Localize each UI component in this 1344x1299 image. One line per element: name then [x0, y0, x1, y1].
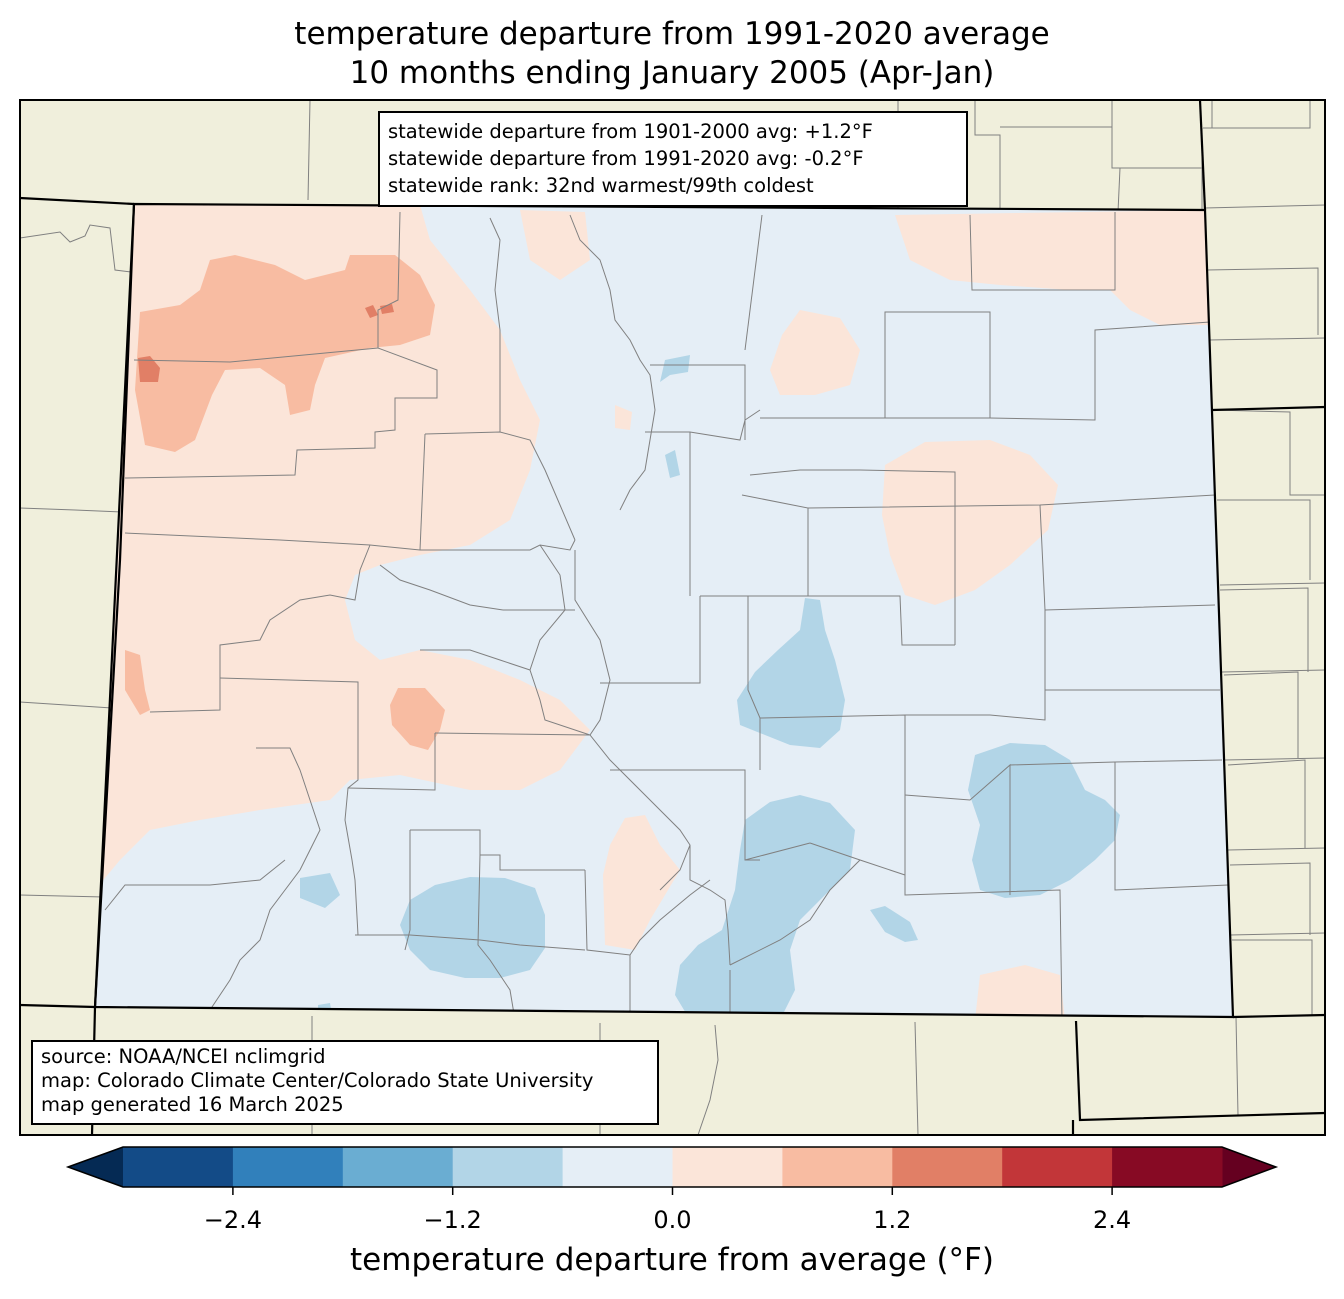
warmest-spot-west — [138, 356, 160, 382]
cool-region-central — [737, 598, 845, 748]
map-frame — [19, 99, 1326, 1136]
cool-region-southwest — [300, 873, 340, 908]
colorbar-tick-label: −2.4 — [203, 1206, 263, 1234]
temperature-field — [95, 204, 1233, 1017]
colorbar-segment — [562, 1147, 673, 1187]
map-subtitle: 10 months ending January 2005 (Apr-Jan) — [349, 55, 995, 91]
warmest-spot-north — [365, 305, 378, 318]
warm-region-dot — [615, 405, 632, 430]
warm-region-northeast — [895, 210, 1210, 325]
colorbar-segment — [1002, 1147, 1113, 1187]
warm-region-southeast — [975, 965, 1065, 1017]
warmer-region-west — [125, 650, 150, 715]
warmer-region-northwest — [135, 255, 435, 452]
warmer-region-central-west — [390, 688, 445, 750]
colorbar-outline — [65, 1146, 1279, 1188]
warm-region-north — [770, 310, 860, 395]
cool-region-north — [660, 355, 690, 382]
colorbar-segment — [782, 1147, 893, 1187]
cool-region-south — [400, 877, 545, 978]
statewide-stats-box: statewide departure from 1901-2000 avg: … — [378, 111, 968, 207]
map-credit-line: map: Colorado Climate Center/Colorado St… — [41, 1069, 594, 1092]
colorbar-segment — [672, 1147, 783, 1187]
cool-region-north-b — [665, 450, 680, 478]
colorbar-tick-label: 1.2 — [873, 1206, 912, 1234]
warm-region-north-central — [520, 210, 590, 280]
cool-region-south-central — [675, 795, 855, 1017]
colorbar-over-arrow — [1222, 1147, 1276, 1187]
colorbar-segment — [123, 1147, 234, 1187]
colorbar-tick-label: 2.4 — [1093, 1206, 1132, 1234]
colorbar-under-arrow — [68, 1147, 123, 1187]
warmest-spot-north-b — [380, 304, 394, 314]
source-line: source: NOAA/NCEI nclimgrid — [41, 1045, 326, 1068]
colorbar — [65, 1146, 1279, 1195]
county-boundaries — [104, 211, 1229, 1017]
source-box: source: NOAA/NCEI nclimgrid map: Colorad… — [31, 1040, 659, 1125]
colorbar-segment — [892, 1147, 1003, 1187]
warm-region-east — [882, 440, 1058, 605]
warm-region-south-central — [603, 815, 680, 950]
stats-line-1900-avg: statewide departure from 1901-2000 avg: … — [388, 120, 873, 143]
colorbar-segment — [1112, 1147, 1223, 1187]
colorbar-tick-label: 0.0 — [653, 1206, 692, 1234]
colorbar-label: temperature departure from average (°F) — [350, 1242, 994, 1278]
cool-region-east — [968, 743, 1120, 898]
colorbar-segment — [342, 1147, 454, 1187]
colorbar-tick-label: −1.2 — [423, 1206, 482, 1234]
stats-line-rank: statewide rank: 32nd warmest/99th coldes… — [388, 174, 814, 197]
generated-date-line: map generated 16 March 2025 — [41, 1093, 344, 1116]
colorbar-segment — [452, 1147, 564, 1187]
map-title: temperature departure from 1991-2020 ave… — [294, 16, 1050, 52]
stats-line-1991-avg: statewide departure from 1991-2020 avg: … — [388, 147, 864, 170]
cool-region-southeast — [870, 906, 918, 942]
colorbar-segment — [232, 1147, 344, 1187]
